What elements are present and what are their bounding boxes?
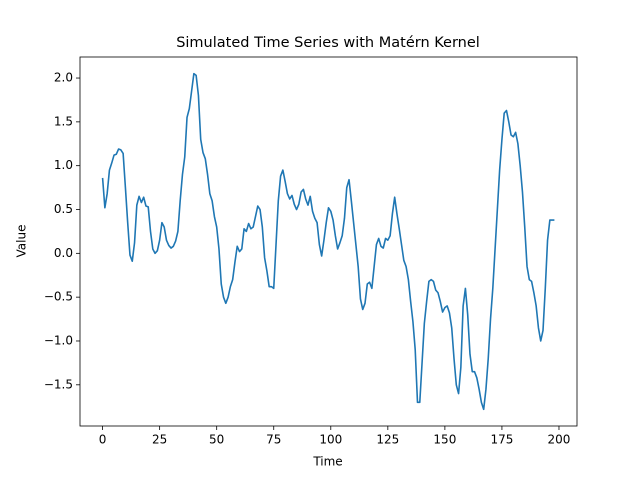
x-tick-label: 150 <box>433 433 456 447</box>
data-line <box>101 72 555 411</box>
y-tick-label: 1.0 <box>54 158 73 172</box>
axes-frame <box>79 56 578 427</box>
y-tick-label: 1.5 <box>54 114 73 128</box>
x-tick-label: 0 <box>99 433 107 447</box>
y-tick-label: −0.5 <box>44 290 73 304</box>
y-tick-label: 0.0 <box>54 246 73 260</box>
x-tick-label: 125 <box>376 433 399 447</box>
x-tick-label: 25 <box>152 433 167 447</box>
y-tick-label: −1.0 <box>44 333 73 347</box>
x-tick-label: 50 <box>209 433 224 447</box>
y-tick-label: 2.0 <box>54 71 73 85</box>
x-tick-label: 200 <box>548 433 571 447</box>
y-axis-label: Value <box>15 225 29 258</box>
chart-title: Simulated Time Series with Matérn Kernel <box>176 35 480 51</box>
y-tick-label: −1.5 <box>44 377 73 391</box>
y-tick-label: 0.5 <box>54 202 73 216</box>
x-axis-label: Time <box>312 455 342 469</box>
x-tick-label: 75 <box>266 433 281 447</box>
x-tick-label: 100 <box>319 433 342 447</box>
x-tick-label: 175 <box>490 433 513 447</box>
